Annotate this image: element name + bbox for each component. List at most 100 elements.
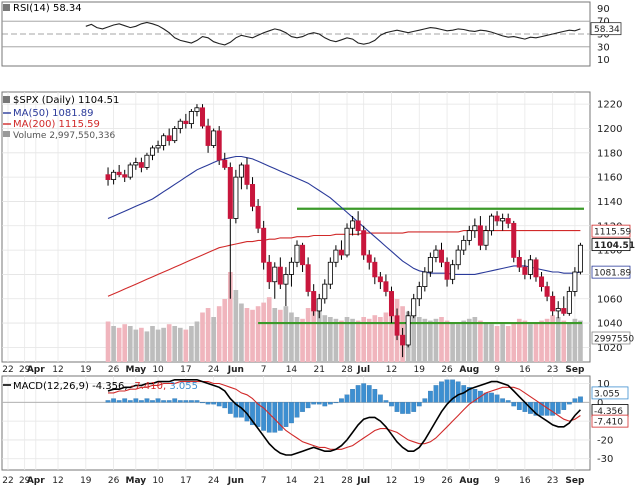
macd-histogram-bar [389,402,394,407]
macd-histogram-bar [533,402,539,416]
macd-histogram-bar [366,385,372,403]
macd-histogram-bar [150,400,155,403]
ma50-legend: MA(50) 1081.89 [13,108,94,119]
price-x-label: Sep [565,365,585,375]
macd-legend-signal: -7.410, [131,381,170,392]
candle-body [494,215,500,222]
candle-body [411,298,417,317]
candle-body [533,259,539,278]
rsi-value-label: 58.34 [594,25,620,35]
price-x-label: Jun [227,365,244,375]
candle-body [211,130,217,146]
rsi-tick-label: 90 [597,4,610,15]
volume-bar [550,315,555,362]
candle-body [311,291,317,312]
price-x-label: May [126,365,147,375]
candle-body [427,257,433,273]
macd-tick-label: -30 [597,454,613,465]
candle-body [394,315,400,336]
candle-body [166,135,172,142]
candle-body [350,220,356,229]
macd-histogram-bar [361,383,367,403]
macd-histogram-bar [222,402,228,409]
candle-body [505,218,511,224]
price-legend-swatch [3,96,10,103]
volume-bar [261,302,266,362]
macd-legend-hist: 3.055 [169,381,198,392]
volume-bar [533,322,539,362]
macd-tick-label: 0 [597,398,603,409]
ma200-value-tag-box [591,224,631,238]
volume-bar [239,303,244,362]
macd-x-label: Apr [27,476,45,486]
macd-histogram-bar [489,392,494,403]
candle-body [105,174,111,180]
price-tick-label: 1220 [597,100,622,111]
macd-histogram-bar [111,398,116,403]
volume-bar [355,320,361,362]
candle-body [149,147,156,156]
candle-body [288,261,294,275]
last-price-tag-box [591,238,631,252]
price-x-label: 19 [80,365,92,375]
volume-bar [572,318,578,362]
macd-signal-tag: -7.410 [594,418,623,428]
ma50-line [107,155,581,275]
volume-bar [516,318,522,362]
macd-histogram-bar [283,402,289,427]
rsi-tick-label: 70 [597,17,610,28]
candle-body [561,308,567,314]
macd-hist-tag: 3.055 [594,389,620,399]
rsi-legend-swatch [3,4,10,11]
price-x-label: Apr [27,365,45,375]
macd-histogram-bar [428,390,433,403]
candle-body [333,249,339,263]
rsi-legend: RSI(14) 58.34 [13,3,82,14]
macd-histogram-bar [405,402,411,414]
macd-histogram-bar [294,402,300,418]
candle-body [355,220,361,232]
macd-histogram-bar [416,402,422,407]
candle-body [344,227,350,256]
volume-bar [244,308,250,362]
macd-histogram-bar [561,402,567,410]
macd-histogram-bar [355,385,361,403]
volume-bar [250,309,255,362]
macd-x-label: 12 [52,476,63,486]
volume-bar [316,309,322,362]
volume-bar [450,322,455,362]
macd-histogram-bar [494,394,500,403]
volume-bar [344,317,350,362]
volume-bar [283,306,289,362]
price-x-label: 23 [547,365,558,375]
macd-histogram-bar [266,402,272,433]
macd-histogram-bar [472,389,478,403]
volume-bar [172,326,178,362]
candle-body [322,283,328,300]
macd-x-label: Sep [565,476,585,486]
volume-bar [194,321,200,362]
macd-histogram-bar [227,402,233,414]
volume-bar [433,318,439,362]
macd-histogram-bar [316,402,322,405]
price-tick-label: 1060 [597,294,622,305]
macd-histogram-bar [466,387,472,403]
candle-body [250,184,256,207]
volume-bar [177,327,183,362]
volume-bar [144,331,150,362]
macd-x-label: 21 [314,476,325,486]
macd-histogram-bar [177,400,183,403]
price-x-label: 26 [108,365,120,375]
candle-body [272,266,278,283]
candle-body [377,276,383,283]
volume-bar [428,320,433,362]
candle-body [416,286,422,300]
volume-bar [150,326,155,362]
last-price-tag: 1104.51 [594,241,635,251]
volume-bar [133,329,139,362]
volume-value-tag: 2997550 [594,335,634,345]
volume-bar [328,317,333,362]
volume-bar [472,317,478,362]
candle-body [327,261,333,285]
macd-legend: MACD(12,26,9) -4.356, -7.410, 3.055 [13,381,198,392]
